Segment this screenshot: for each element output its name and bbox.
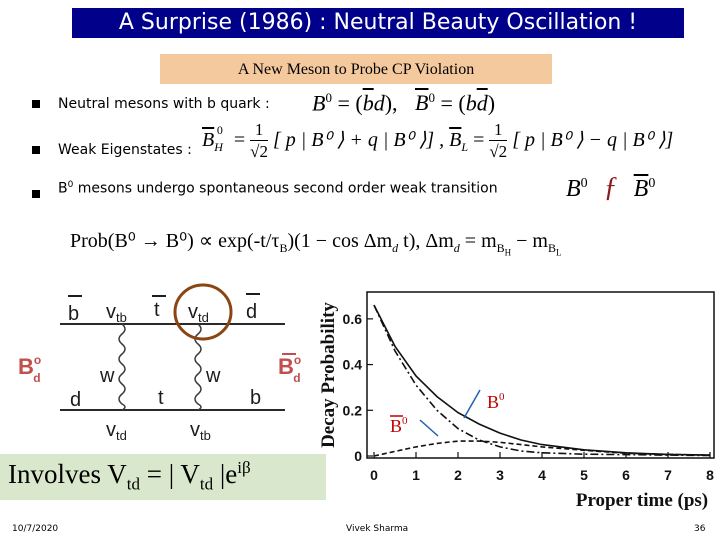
series-line-total bbox=[373, 304, 711, 456]
bullet-eigenstates-text: Weak Eigenstates : bbox=[58, 142, 192, 158]
top-vtb-label: vtb bbox=[106, 301, 127, 325]
bullet-mesons-text: Neutral mesons with b quark : bbox=[58, 96, 270, 112]
y-tick-label: 0.6 bbox=[343, 311, 363, 327]
y-tick-label: 0 bbox=[354, 448, 362, 464]
x-tick-label: 4 bbox=[538, 467, 546, 483]
series-line-b0 bbox=[373, 304, 711, 457]
bottom-left-quark-label: d bbox=[70, 389, 81, 411]
x-tick-label: 6 bbox=[622, 467, 630, 483]
x-tick-label: 3 bbox=[496, 467, 504, 483]
bullet-marker bbox=[32, 100, 40, 108]
b0-arrow bbox=[463, 389, 481, 419]
slide-title: A Surprise (1986) : Neutral Beauty Oscil… bbox=[72, 8, 684, 38]
top-right-quark-label: d bbox=[246, 301, 257, 323]
series-line-b0bar bbox=[373, 440, 711, 457]
footer-author: Vivek Sharma bbox=[346, 524, 409, 534]
w-left-label: w bbox=[99, 365, 115, 387]
involves-highlight bbox=[0, 454, 326, 500]
top-t-label: t bbox=[154, 299, 160, 321]
w-boson-left bbox=[118, 323, 126, 411]
right-meson-label: Bo d bbox=[278, 353, 301, 385]
transition-arrow-icon: ƒ bbox=[603, 172, 618, 203]
bottom-t-label: t bbox=[158, 387, 164, 409]
bottom-right-quark-label: b bbox=[250, 387, 261, 409]
x-tick-label: 7 bbox=[664, 467, 672, 483]
bullet-marker bbox=[32, 190, 40, 198]
plot-frame bbox=[366, 291, 715, 459]
transition-equation: B0 ƒ B0 bbox=[566, 172, 656, 203]
b0bar-annotation: B0 bbox=[390, 415, 408, 436]
y-axis-title: Decay Probability bbox=[318, 302, 339, 448]
weak-eigenstate-equation: BH0 = 1 √2 [ p | B⁰ ⟩ + q | B⁰ ⟩] , BL = … bbox=[202, 120, 674, 161]
x-tick-label: 5 bbox=[580, 467, 588, 483]
b0bar-arrow bbox=[419, 419, 439, 437]
y-tick-label: 0.2 bbox=[343, 402, 363, 418]
x-tick-label: 8 bbox=[706, 467, 714, 483]
bullet-marker bbox=[32, 146, 40, 154]
series-layer bbox=[373, 304, 711, 457]
x-tick-label: 0 bbox=[370, 467, 378, 483]
y-tick-label: 0.4 bbox=[343, 357, 363, 373]
feynman-box-diagram: b vtb t vtd d Bo d Bo d w w d t b vtd vtb bbox=[18, 283, 301, 443]
bottom-vtd-label: vtd bbox=[106, 419, 127, 443]
footer-page-number: 36 bbox=[694, 524, 706, 534]
w-right-label: w bbox=[205, 365, 221, 387]
bottom-vtb-label: vtb bbox=[190, 419, 211, 443]
slide-subtitle: A New Meson to Probe CP Violation bbox=[160, 54, 552, 84]
vtd-highlight-circle bbox=[173, 283, 233, 341]
top-left-quark-label: b bbox=[68, 303, 79, 325]
top-vtd-label: vtd bbox=[188, 301, 209, 325]
footer-date: 10/7/2020 bbox=[12, 524, 59, 534]
x-tick-label: 2 bbox=[454, 467, 462, 483]
x-tick-label: 1 bbox=[412, 467, 420, 483]
x-axis-ticks: 0 1 2 3 4 5 6 7 8 bbox=[370, 452, 714, 483]
oscillation-probability-formula: Prob(B⁰ → B⁰) ∝ exp(-t/τB)(1 − cos Δmd t… bbox=[70, 230, 562, 258]
b0-annotation: B0 bbox=[487, 391, 505, 412]
decay-probability-chart: 0 0.2 0.4 0.6 0 1 2 3 4 5 6 7 8 Decay Probability P… bbox=[318, 291, 715, 511]
bullet-transition-text: B0 mesons undergo spontaneous second ord… bbox=[58, 180, 498, 197]
meson-quark-equation: B0 = (bd), B0 = (bd) bbox=[312, 90, 496, 116]
involves-vtd-text: Involves Vtd = | Vtd |eiβ bbox=[8, 458, 251, 494]
x-axis-title: Proper time (ps) bbox=[576, 490, 708, 511]
left-meson-label: Bo d bbox=[18, 353, 41, 385]
y-axis-ticks: 0 0.2 0.4 0.6 bbox=[343, 311, 373, 464]
